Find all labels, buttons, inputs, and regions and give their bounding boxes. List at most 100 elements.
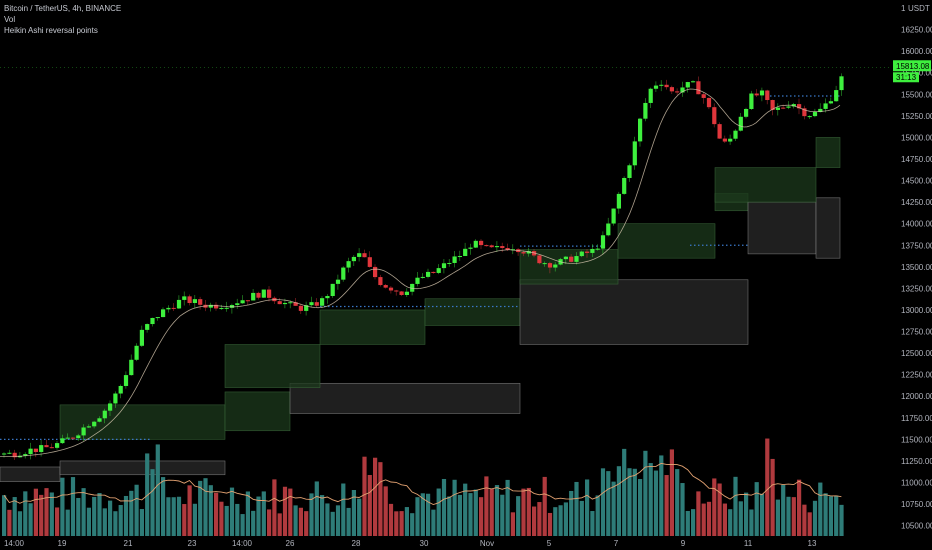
volume-bar (267, 509, 272, 536)
candle-body (579, 251, 584, 257)
symbol-title[interactable]: Bitcoin / TetherUS, 4h, BINANCE (4, 4, 122, 13)
volume-bar (585, 479, 590, 536)
volume-bar (288, 488, 293, 536)
indicator-label[interactable]: Heikin Ashi reversal points (4, 26, 98, 35)
candle-body (802, 108, 807, 117)
currency-prefix: 1 (901, 4, 906, 13)
price-tick-label: 11500.00 (901, 435, 932, 444)
candle-body (754, 93, 759, 96)
volume-bar (532, 506, 537, 536)
price-tick-label: 11750.00 (901, 414, 932, 423)
volume-bar (600, 468, 606, 536)
volume-bar (362, 456, 367, 536)
volume-bar (272, 479, 277, 536)
candle-body (245, 300, 250, 302)
price-axis[interactable]: 10500.00 10750.00 11000.00 11250.00 11500.00… (901, 4, 932, 531)
volume-bar (373, 457, 378, 536)
volume-bar (134, 484, 139, 536)
candle-body (208, 304, 213, 308)
volume-bar (335, 505, 341, 536)
price-tick-label: 12750.00 (901, 328, 932, 337)
volume-bar (155, 444, 160, 536)
candle-body (267, 289, 272, 298)
candle-body (277, 301, 282, 305)
volume-bar (441, 478, 447, 536)
candle-body (457, 256, 462, 258)
volume-bar (457, 494, 462, 536)
candle-body (818, 108, 823, 113)
reversal-zone (815, 137, 841, 168)
volume-bar (118, 505, 123, 536)
volume-bar (733, 476, 738, 536)
candle-body (706, 97, 712, 108)
time-axis[interactable]: 14:00 19 21 23 14:00 26 28 30 Nov 5 7 9 11 13 (4, 539, 817, 548)
volume-bar (627, 468, 632, 536)
volume-bar (341, 483, 346, 536)
candle-body (293, 302, 298, 306)
candle-body (320, 298, 325, 306)
candle-body (325, 296, 330, 299)
volume-bar (166, 497, 171, 536)
volume-bar (706, 501, 712, 536)
volume-bar (17, 511, 23, 536)
candle-body (404, 291, 409, 295)
candle-body (362, 253, 367, 258)
volume-bar (643, 450, 648, 536)
volume-bar (775, 499, 780, 536)
volume-bars (2, 438, 844, 536)
currency-label: USDT (908, 4, 930, 13)
volume-bar (192, 503, 197, 536)
candle-body (675, 91, 680, 93)
price-tick-label: 16000.00 (901, 47, 932, 56)
candle-body (378, 277, 383, 286)
volume-bar (399, 511, 404, 536)
candle-body (696, 81, 701, 95)
candle-body (468, 247, 473, 249)
candle-body (547, 263, 553, 268)
price-tick-label: 13250.00 (901, 284, 932, 293)
volume-bar (632, 468, 637, 536)
volume-bar (563, 502, 568, 536)
candle-body (123, 375, 129, 386)
price-tick-label: 14500.00 (901, 177, 932, 186)
candle-body (505, 248, 510, 251)
volume-bar (659, 455, 664, 536)
price-tick-label: 14000.00 (901, 220, 932, 229)
volume-bar (33, 488, 38, 536)
candle-body (33, 448, 38, 452)
volume-bar (484, 476, 489, 536)
volume-bar (791, 497, 796, 536)
volume-bar (65, 509, 70, 536)
candle-body (595, 248, 600, 250)
volume-bar (473, 489, 478, 536)
volume-bar (182, 504, 187, 536)
candle-body (537, 255, 542, 264)
volume-label[interactable]: Vol (4, 15, 16, 24)
candle-body (219, 308, 224, 310)
candle-body (383, 285, 388, 288)
price-tick-label: 15250.00 (901, 112, 932, 121)
volume-bar (638, 479, 643, 536)
time-tick-label: 28 (352, 539, 361, 548)
reversal-zone (617, 223, 716, 259)
volume-bar (139, 509, 144, 536)
volume-ma-line (3, 462, 842, 505)
volume-bar (314, 481, 319, 536)
reversal-bands (0, 95, 841, 482)
candle-body (569, 256, 574, 262)
candle-body (139, 329, 144, 346)
volume-bar (404, 507, 409, 536)
candle-body (463, 248, 468, 257)
candle-body (399, 291, 404, 295)
volume-bar (553, 507, 558, 536)
candle-body (632, 141, 637, 166)
volume-bar (595, 495, 600, 536)
volume-bar (150, 469, 155, 536)
volume-bar (245, 491, 250, 536)
candle-body (129, 359, 134, 376)
candle-body (357, 253, 362, 257)
reversal-zone (519, 279, 749, 345)
candle-body (166, 307, 171, 310)
candle-body (781, 107, 786, 109)
